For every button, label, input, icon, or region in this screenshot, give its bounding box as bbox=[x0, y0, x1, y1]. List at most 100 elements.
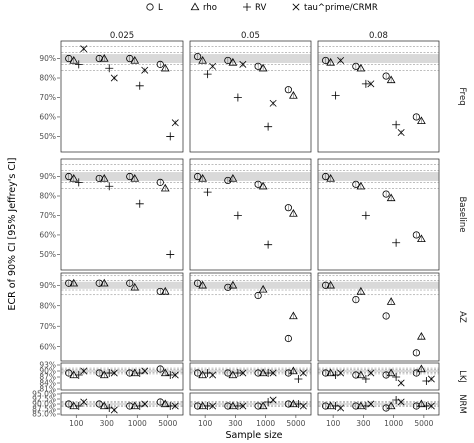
marker-triangle bbox=[130, 368, 140, 377]
y-tick-label: 90% bbox=[39, 172, 56, 181]
marker-plus bbox=[105, 369, 114, 377]
marker-triangle bbox=[386, 368, 396, 377]
x-tick-label: 300 bbox=[228, 419, 243, 428]
marker-circle bbox=[284, 334, 292, 343]
panel-Baseline-0.05 bbox=[189, 158, 312, 271]
marker-circle bbox=[412, 231, 420, 239]
marker-circle bbox=[95, 400, 103, 408]
column-strip-label: 0.08 bbox=[369, 31, 388, 41]
marker-circle bbox=[382, 190, 390, 198]
column-strips: 0.025 0.05 0.08 bbox=[110, 31, 388, 41]
marker-circle bbox=[156, 60, 164, 68]
marker-circle bbox=[224, 176, 232, 185]
marker-cross bbox=[337, 56, 345, 64]
marker-triangle bbox=[160, 399, 170, 408]
marker-circle bbox=[194, 279, 202, 287]
marker-cross bbox=[141, 66, 149, 74]
y-axis-ticks: 50% 60% 70% 80% 90% 50% 60% 70% 80% 90% 60% 70% 80% 9… bbox=[32, 54, 60, 419]
marker-triangle bbox=[258, 181, 268, 190]
legend-item-RV: RV bbox=[243, 3, 266, 13]
marker-cross bbox=[397, 379, 405, 387]
row-strip-label: Baseline bbox=[457, 196, 467, 232]
marker-cross bbox=[141, 367, 149, 375]
marker-circle bbox=[382, 404, 390, 412]
marker-triangle bbox=[160, 63, 170, 72]
panel-LKJ-0.08 bbox=[317, 362, 440, 391]
marker-triangle bbox=[386, 193, 396, 202]
marker-circle bbox=[352, 62, 360, 70]
nominal-band bbox=[318, 54, 439, 63]
row-strip-label: AZ bbox=[457, 311, 467, 323]
marker-plus bbox=[294, 375, 303, 383]
marker-circle bbox=[156, 178, 164, 186]
legend-item-L: L bbox=[146, 3, 163, 13]
marker-plus bbox=[331, 91, 340, 100]
marker-circle bbox=[254, 291, 262, 300]
marker-cross bbox=[367, 80, 375, 88]
marker-cross bbox=[367, 400, 375, 408]
marker-cross bbox=[141, 400, 149, 408]
y-tick-label: 70% bbox=[39, 322, 56, 331]
marker-triangle bbox=[160, 368, 170, 377]
marker-cross bbox=[171, 371, 179, 379]
marker-circle bbox=[412, 113, 420, 121]
marker-triangle bbox=[228, 401, 238, 410]
marker-plus bbox=[166, 132, 175, 141]
x-axis-title: Sample size bbox=[225, 430, 282, 441]
marker-cross bbox=[397, 398, 405, 406]
panel-LKJ-0.025 bbox=[60, 362, 184, 391]
x-tick-label: 5000 bbox=[286, 419, 305, 428]
marker-triangle bbox=[289, 209, 298, 217]
y-tick-label: 60% bbox=[39, 113, 56, 122]
marker-plus bbox=[361, 375, 370, 383]
y-tick-label: 50% bbox=[39, 132, 56, 141]
y-tick-label: 84% bbox=[39, 379, 56, 388]
legend-item-tau: tau^prime/CRMR bbox=[292, 3, 378, 13]
marker-circle bbox=[382, 72, 390, 80]
x-tick-label: 100 bbox=[69, 419, 84, 428]
marker-triangle bbox=[99, 370, 109, 379]
marker-triangle bbox=[69, 370, 79, 379]
marker-cross bbox=[110, 369, 118, 377]
marker-circle bbox=[194, 369, 202, 377]
marker-plus bbox=[74, 60, 83, 69]
y-tick-label: 50% bbox=[39, 250, 56, 259]
marker-triangle bbox=[69, 55, 79, 64]
marker-plus bbox=[233, 211, 242, 220]
marker-circle bbox=[412, 349, 420, 357]
x-tick-label: 100 bbox=[326, 419, 341, 428]
marker-cross bbox=[367, 369, 375, 377]
marker-plus bbox=[264, 122, 273, 131]
marker-circle bbox=[352, 296, 360, 304]
marker-cross bbox=[269, 369, 277, 377]
y-tick-label: 70% bbox=[39, 93, 56, 102]
marker-triangle bbox=[198, 173, 207, 182]
marker-cross bbox=[80, 45, 88, 53]
panel-Freq-0.025 bbox=[60, 40, 184, 153]
marker-plus bbox=[233, 369, 242, 377]
panel-LKJ-0.05 bbox=[189, 362, 312, 391]
marker-circle bbox=[382, 371, 390, 379]
marker-circle bbox=[224, 369, 232, 377]
panel-Freq-0.08 bbox=[317, 40, 440, 153]
marker-cross bbox=[337, 369, 345, 377]
marker-circle bbox=[126, 172, 134, 181]
legend-label-tau: tau^prime/CRMR bbox=[304, 3, 378, 13]
x-tick-label: 5000 bbox=[158, 419, 177, 428]
marker-plus bbox=[203, 402, 212, 410]
marker-circle bbox=[65, 400, 73, 408]
marker-circle bbox=[322, 56, 330, 65]
nominal-band bbox=[318, 172, 439, 181]
marker-circle bbox=[156, 365, 164, 373]
y-tick-label: 60% bbox=[39, 231, 56, 240]
marker-circle bbox=[284, 86, 292, 94]
nominal-band bbox=[61, 172, 183, 181]
marker-triangle bbox=[386, 297, 396, 305]
marker-triangle bbox=[69, 401, 79, 410]
marker-cross bbox=[239, 402, 247, 410]
marker-triangle bbox=[198, 401, 207, 410]
row-strip-label: LKJ bbox=[457, 370, 467, 383]
marker-cross bbox=[337, 404, 345, 412]
marker-triangle bbox=[258, 284, 268, 293]
